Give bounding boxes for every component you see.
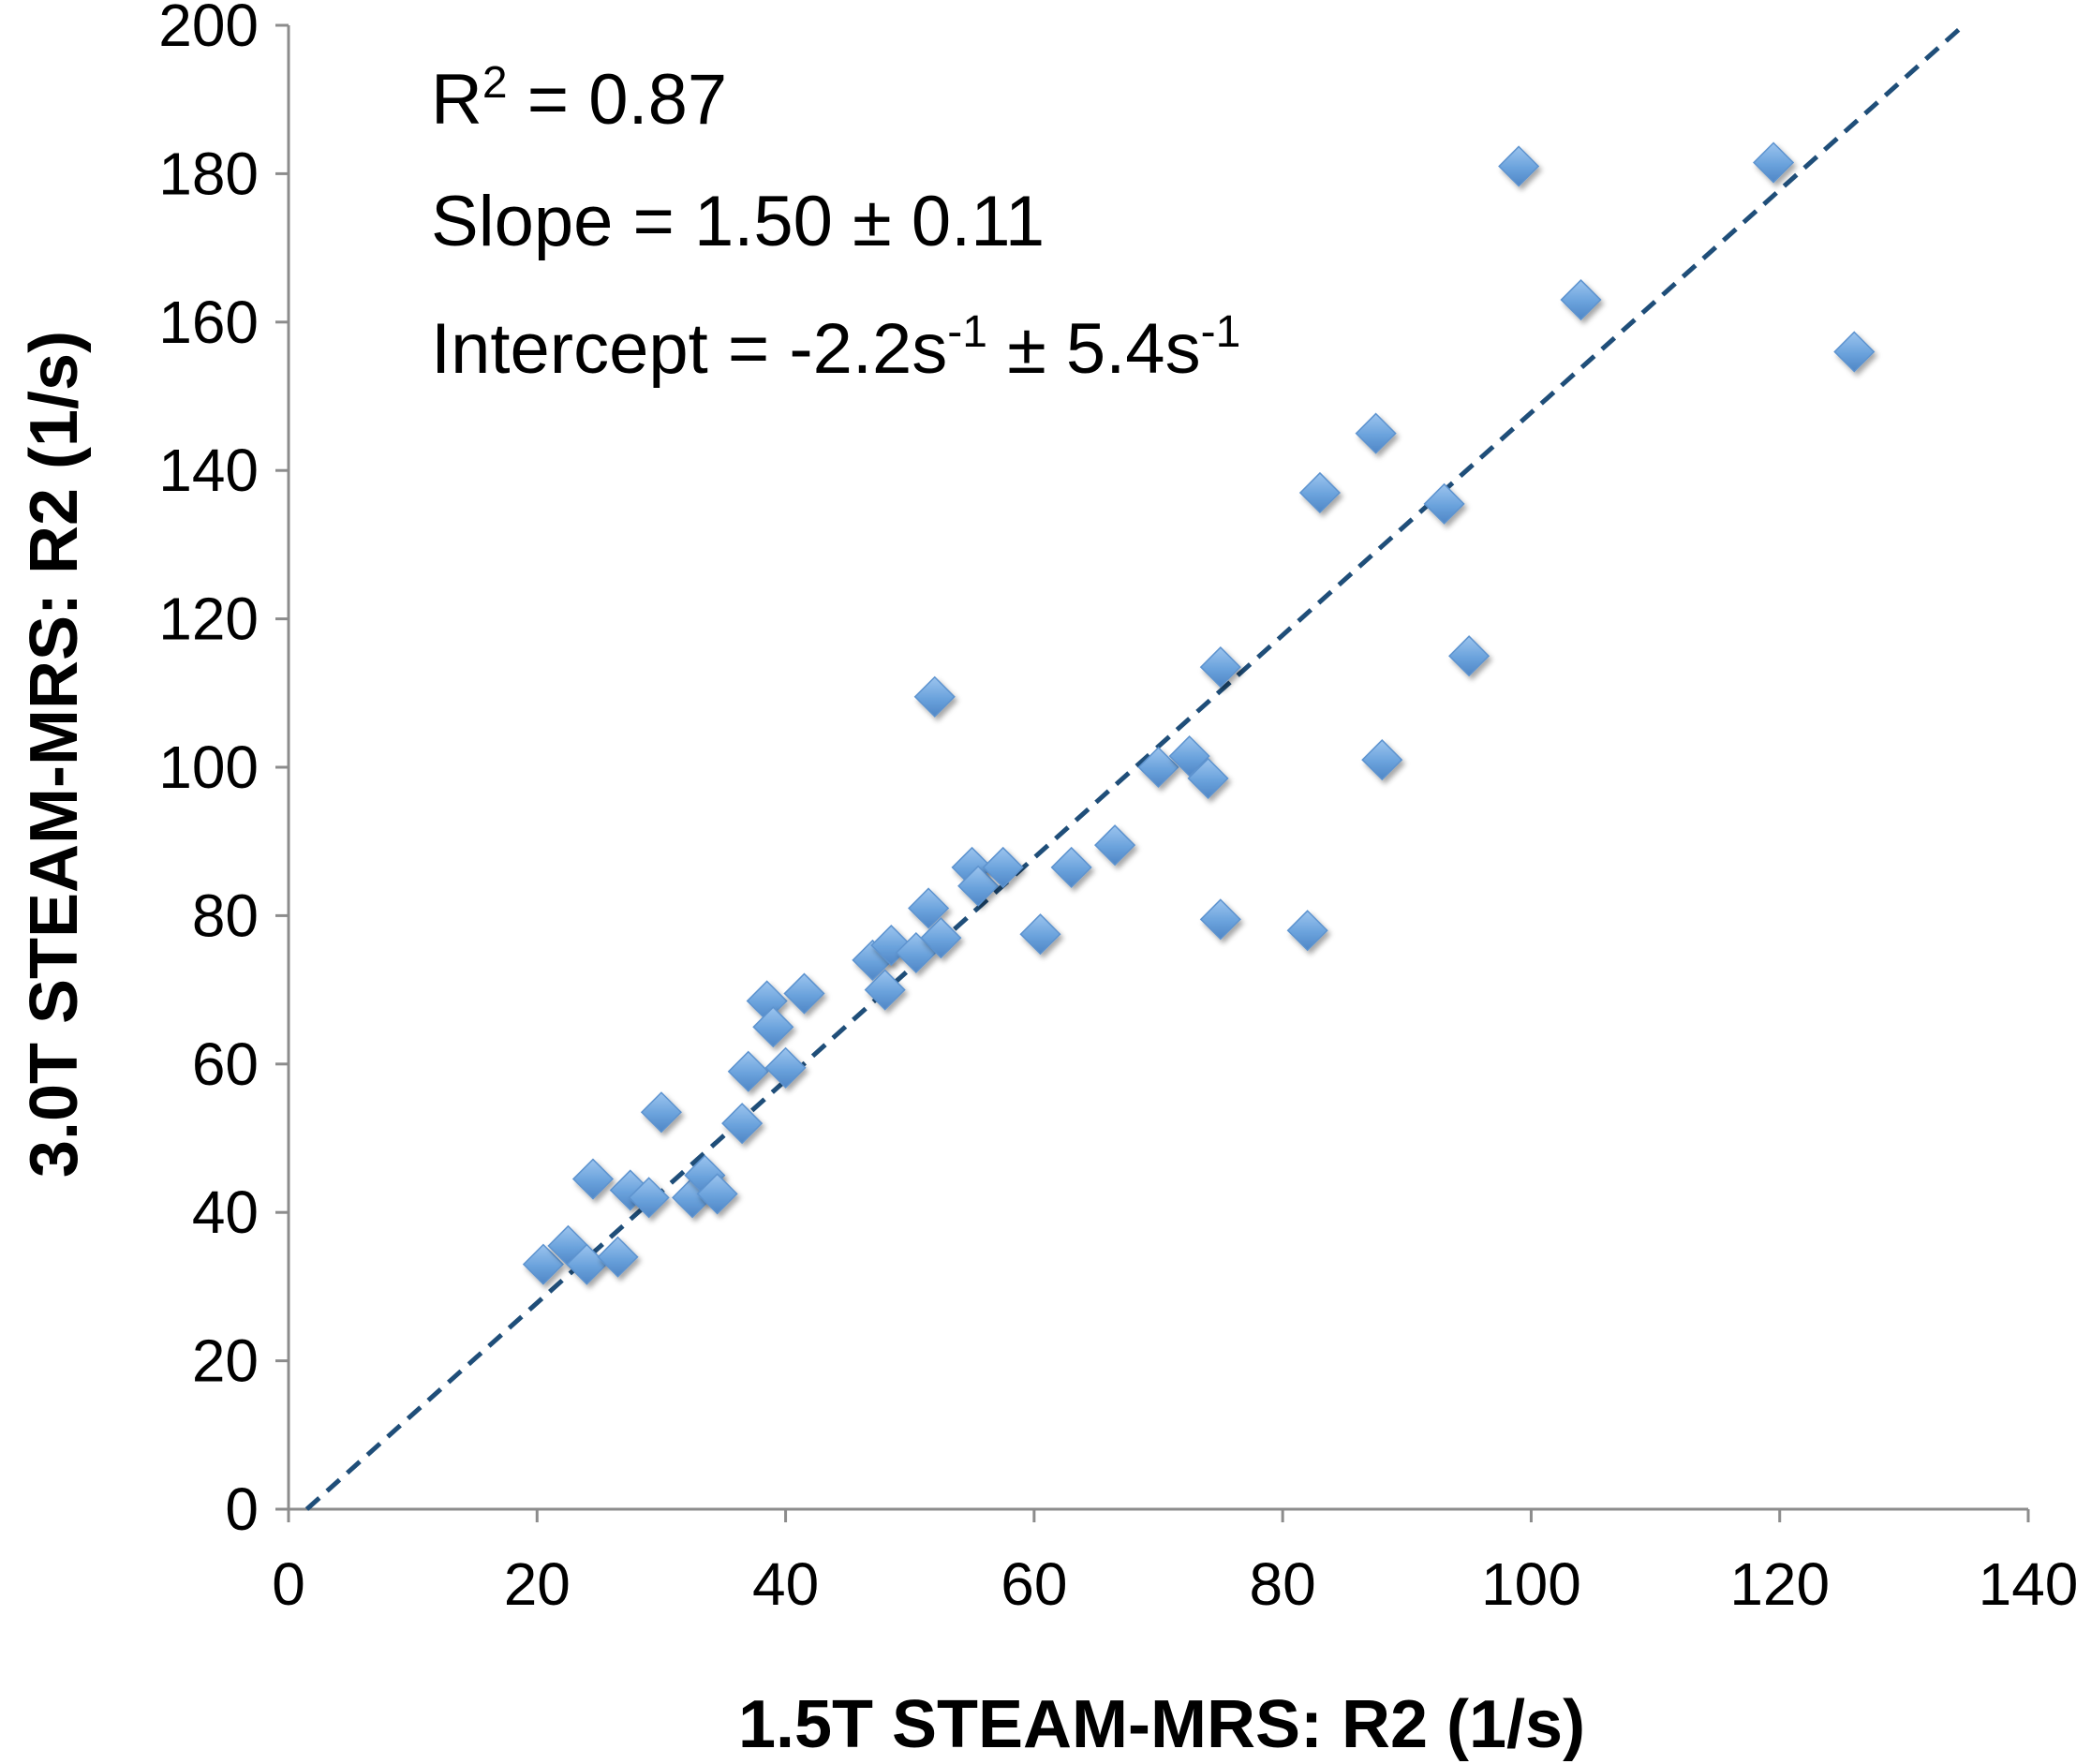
data-point [571,1158,615,1200]
data-point [752,1006,794,1048]
data-point [1560,278,1602,321]
data-points [522,141,1876,1285]
r-squared-annotation: R2 = 0.87 [431,58,727,140]
data-point [1168,735,1210,778]
y-tick-label: 120 [158,586,259,653]
y-tick-label: 80 [192,882,259,949]
x-axis-title: 1.5T STEAM-MRS: R2 (1/s) [738,1687,1585,1762]
data-point [1137,746,1179,789]
data-point [628,1177,670,1219]
x-tick-label: 60 [1001,1550,1067,1618]
y-axis-ticks: 0 20 40 60 80 100 120 140 160 180 200 [158,0,289,1543]
intercept-annotation: Intercept = -2.2s-1 ± 5.4s-1 [431,307,1240,389]
x-tick-label: 100 [1481,1550,1581,1618]
data-point [1050,846,1092,888]
data-point [1753,141,1795,184]
data-point [920,917,962,959]
data-point [597,1236,639,1278]
slope-annotation: Slope = 1.50 ± 0.11 [431,182,1045,261]
data-point [696,1173,738,1215]
x-tick-label: 120 [1729,1550,1830,1618]
y-tick-label: 40 [192,1178,259,1246]
data-point [640,1091,682,1134]
y-tick-label: 200 [158,0,259,59]
fit-line-group [304,23,1965,1511]
data-point [1286,910,1328,952]
y-tick-label: 60 [192,1030,259,1098]
y-axis-title: 3.0T STEAM-MRS: R2 (1/s) [17,331,92,1178]
data-point [721,1103,764,1145]
x-tick-label: 40 [752,1550,819,1618]
y-tick-label: 180 [158,140,259,207]
data-point [783,972,825,1015]
data-point [764,1046,807,1089]
data-point [864,969,906,1011]
y-tick-label: 20 [192,1327,259,1395]
fit-line [304,23,1965,1511]
data-point [982,846,1024,888]
y-tick-label: 160 [158,289,259,356]
data-point [1361,739,1403,781]
x-tick-label: 140 [1979,1550,2079,1618]
y-tick-label: 100 [158,734,259,801]
data-point [1187,757,1229,799]
data-point [727,1050,769,1092]
data-point [908,887,950,929]
data-point [1298,471,1341,514]
y-tick-label: 0 [225,1475,259,1543]
x-tick-label: 0 [272,1550,305,1618]
data-point [1355,412,1397,454]
data-point [1498,145,1540,187]
data-point [913,675,956,718]
data-point [1448,635,1490,677]
data-point [1199,898,1241,941]
data-point [1833,331,1876,373]
data-point [1423,482,1465,525]
x-tick-label: 20 [504,1550,571,1618]
data-point [1199,646,1241,689]
y-tick-label: 140 [158,437,259,504]
data-point [1094,824,1136,867]
data-point [522,1243,564,1285]
data-point [957,865,1000,907]
x-tick-label: 80 [1250,1550,1316,1618]
x-axis-ticks: 0 20 40 60 80 100 120 140 [272,1509,2078,1618]
data-point [1019,913,1061,956]
